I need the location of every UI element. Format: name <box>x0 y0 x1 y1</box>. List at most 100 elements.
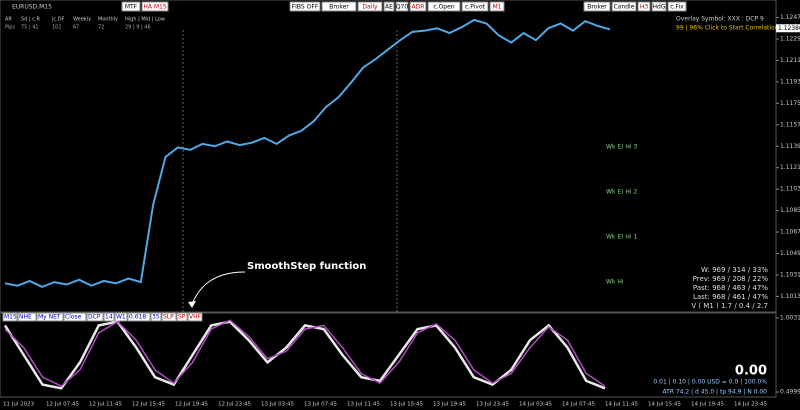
toolbar-label[interactable]: c.Pivot <box>465 4 486 11</box>
indicator-label[interactable]: DCP <box>88 314 101 321</box>
indicator-tag[interactable] <box>63 312 87 322</box>
y-tick-label: 1.10490 <box>780 250 800 257</box>
toolbar-button[interactable] <box>489 1 505 12</box>
toolbar-button[interactable] <box>583 1 611 12</box>
indicator-label[interactable]: VHF <box>189 314 202 321</box>
toolbar-label[interactable]: HdG <box>653 4 666 11</box>
x-tick-label: 12 Jul 07:45 <box>46 402 79 408</box>
indicator-label[interactable]: 14 <box>105 314 113 321</box>
indicator-label[interactable]: W1 <box>116 314 126 321</box>
oscillator-line <box>4 319 606 387</box>
x-tick-label: 12 Jul 15:45 <box>132 402 165 408</box>
x-tick-label: 14 Jul 07:45 <box>562 402 595 408</box>
stat-line: Last: 968 / 461 / 47% <box>693 293 768 301</box>
x-tick-label: 14 Jul 23:45 <box>734 402 767 408</box>
indicator-label[interactable]: Close <box>65 314 82 321</box>
toolbar-label[interactable]: Daily <box>362 4 378 11</box>
toolbar-label[interactable]: MTF <box>125 4 138 11</box>
stat-cell: Weekly <box>73 17 91 23</box>
toolbar-label[interactable]: Broker <box>587 4 607 11</box>
x-tick-label: 14 Jul 19:45 <box>691 402 724 408</box>
indicator-tag[interactable] <box>103 312 115 322</box>
toolbar-label[interactable]: FIBS OFF <box>292 4 319 11</box>
stat-cell: 101 <box>52 25 62 31</box>
indicator-tag[interactable] <box>2 312 18 322</box>
indicator-label[interactable]: 35 <box>152 314 160 321</box>
indicator-tag[interactable] <box>86 312 104 322</box>
toolbar-button[interactable] <box>427 1 461 12</box>
indicator-label[interactable]: NHE <box>19 314 32 321</box>
y-tick-label: 1.11030 <box>780 186 800 193</box>
level-label: Wk Hi <box>606 279 624 286</box>
stat-cell: jc.DF <box>51 17 65 23</box>
toolbar-label[interactable]: Candle <box>614 4 635 11</box>
x-tick-label: 12 Jul 23:45 <box>218 402 251 408</box>
y-tick-label: 1.11930 <box>780 78 800 85</box>
indicator-label[interactable]: My NET <box>38 314 61 321</box>
y-tick-label: 1.11210 <box>780 164 800 171</box>
toolbar-button[interactable] <box>141 1 169 12</box>
y-tick-label: 1.10130 <box>780 293 800 300</box>
indicator-label[interactable]: M15 <box>4 314 17 321</box>
indicator-label[interactable]: 0.618 <box>129 314 146 321</box>
y-tick-label: 1.10850 <box>780 207 800 214</box>
osc-tick-label: 1.00316 <box>780 315 800 322</box>
y-tick-label: 1.12110 <box>780 57 800 64</box>
toolbar-label[interactable]: Broker <box>329 4 349 11</box>
x-tick-label: 13 Jul 15:45 <box>390 402 423 408</box>
stat-cell: Pips <box>5 25 15 31</box>
toolbar-button[interactable] <box>461 1 489 12</box>
oscillator-line <box>3 320 606 390</box>
x-tick-label: 13 Jul 07:45 <box>304 402 337 408</box>
correlation[interactable]: 99 | 96% Click to Start Correlation <box>676 25 779 32</box>
toolbar-label[interactable]: Q70 <box>396 4 409 11</box>
y-tick-label: 1.11390 <box>780 143 800 150</box>
toolbar-label[interactable]: c.Open <box>433 4 454 11</box>
annotation-arrow <box>191 271 246 305</box>
indicator-tag[interactable] <box>176 312 188 322</box>
y-tick-label: 1.10310 <box>780 271 800 278</box>
toolbar-button[interactable] <box>667 1 687 12</box>
stat-cell: AR <box>5 17 12 23</box>
toolbar-label[interactable]: ADR <box>412 4 425 11</box>
indicator-tag[interactable] <box>161 312 177 322</box>
toolbar-button[interactable] <box>357 1 383 12</box>
current-price-box <box>776 24 800 33</box>
toolbar-button[interactable] <box>409 1 427 12</box>
stat-line: W: 969 / 314 / 33% <box>701 266 768 274</box>
indicator-tag[interactable] <box>187 312 203 322</box>
toolbar-button[interactable] <box>611 1 637 12</box>
symbol: EURUSD,M15 <box>12 4 52 11</box>
toolbar-button[interactable] <box>289 1 321 12</box>
indicator-tag[interactable] <box>36 312 64 322</box>
toolbar-button[interactable] <box>121 1 141 12</box>
toolbar-button[interactable] <box>395 1 409 12</box>
toolbar-label[interactable]: c.Fix <box>670 4 684 11</box>
toolbar-button[interactable] <box>637 1 651 12</box>
x-tick-label: 13 Jul 23:45 <box>476 402 509 408</box>
indicator-label[interactable]: SP <box>178 314 186 321</box>
toolbar-button[interactable] <box>651 1 667 12</box>
stat-cell: 67 <box>73 25 79 31</box>
indicator-tag[interactable] <box>17 312 37 322</box>
x-tick-label: 13 Jul 11:45 <box>347 402 380 408</box>
indicator-tag[interactable] <box>114 312 128 322</box>
level-label: Wk E) Hi 3 <box>606 144 637 151</box>
x-tick-label: 12 Jul 19:45 <box>175 402 208 408</box>
toolbar-label[interactable]: HA M15 <box>143 4 167 11</box>
indicator-tag[interactable] <box>127 312 151 322</box>
indicator-tag[interactable] <box>150 312 162 322</box>
stat-line: Past: 968 / 463 / 47% <box>693 284 768 292</box>
toolbar-button[interactable] <box>383 1 395 12</box>
price-pane <box>0 0 777 313</box>
level-label: Wk E) Hi 2 <box>606 189 637 196</box>
toolbar-label[interactable]: M1 <box>493 4 502 11</box>
stat-cell: Monthly <box>98 17 118 23</box>
toolbar-label[interactable]: AE <box>385 4 393 11</box>
toolbar-button[interactable] <box>321 1 357 12</box>
readout: 0.01 | 0.10 | 0.00 USD = 0.0 | 100.0% <box>653 379 767 386</box>
indicator-label[interactable]: SLP <box>163 314 174 321</box>
toolbar-label[interactable]: H3 <box>640 4 649 11</box>
